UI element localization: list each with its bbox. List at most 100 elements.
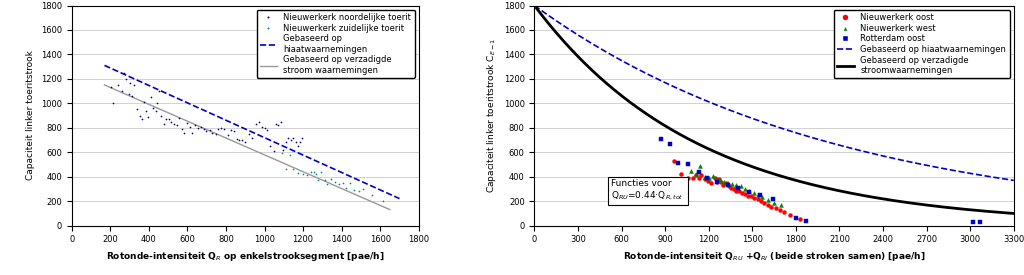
Point — [745, 196, 762, 200]
Point — [331, 182, 347, 186]
Point — [202, 128, 218, 132]
Point — [273, 151, 290, 156]
Point — [231, 138, 248, 142]
Point — [685, 176, 701, 180]
X-axis label: Rotonde-intensiteit Q$_{RU}$ +Q$_{RI}$ (beide stroken samen) [pae/h]: Rotonde-intensiteit Q$_{RU}$ +Q$_{RI}$ (… — [623, 250, 926, 263]
Point — [702, 180, 719, 185]
Point — [187, 123, 204, 128]
Point — [687, 172, 703, 176]
Point — [319, 182, 336, 186]
Point — [317, 178, 334, 183]
Point — [728, 183, 744, 187]
Point — [142, 95, 159, 99]
Point — [288, 140, 304, 145]
Point — [693, 173, 710, 178]
Point — [787, 216, 804, 220]
Point — [196, 127, 212, 131]
Point — [707, 176, 723, 181]
Point — [718, 180, 734, 185]
Point — [204, 130, 220, 135]
Point — [278, 167, 294, 172]
Point — [666, 158, 682, 163]
Point — [225, 129, 242, 134]
Point — [726, 187, 742, 192]
Point — [193, 124, 209, 129]
Point — [680, 162, 696, 167]
Point — [307, 172, 324, 176]
Point — [126, 83, 142, 87]
Legend: Nieuwerkerk noordelijke toerit, Nieuwerkerk zuidelijke toerit, Gebaseerd op
hiaa: Nieuwerkerk noordelijke toerit, Nieuwerk… — [257, 10, 415, 78]
Point — [690, 169, 707, 174]
Point — [342, 180, 358, 185]
Point — [220, 133, 237, 137]
Point — [750, 193, 766, 197]
Point — [716, 179, 732, 184]
Point — [737, 187, 754, 191]
Point — [147, 108, 164, 113]
Point — [728, 188, 744, 193]
Point — [268, 122, 285, 126]
Point — [182, 124, 199, 129]
Point — [772, 208, 788, 212]
Point — [700, 176, 717, 180]
Point — [760, 203, 776, 208]
Point — [118, 77, 134, 81]
Point — [234, 138, 251, 142]
Point — [251, 119, 267, 124]
Point — [697, 177, 714, 181]
Point — [313, 169, 330, 174]
Point — [724, 182, 740, 186]
Point — [152, 89, 168, 93]
Point — [116, 70, 132, 75]
Point — [262, 144, 279, 148]
Point — [765, 197, 781, 201]
Point — [154, 113, 170, 118]
Point — [158, 117, 174, 121]
Point — [295, 172, 311, 176]
Point — [737, 192, 754, 197]
Point — [375, 199, 391, 203]
Point — [122, 80, 138, 85]
Point — [248, 122, 264, 126]
Legend: Nieuwerkerk oost, Nieuwerkerk west, Rotterdam oost, Gebaseerd op hiaatwaarneming: Nieuwerkerk oost, Nieuwerkerk west, Rott… — [834, 10, 1010, 78]
Point — [290, 171, 306, 175]
Point — [711, 177, 727, 181]
Point — [237, 140, 253, 145]
Point — [150, 101, 166, 106]
Point — [286, 167, 302, 172]
Point — [346, 188, 362, 192]
Point — [723, 185, 739, 190]
Point — [763, 204, 779, 209]
Point — [175, 130, 191, 135]
Point — [741, 190, 758, 194]
Point — [121, 91, 137, 96]
Point — [742, 193, 759, 198]
Point — [292, 140, 308, 145]
Point — [752, 193, 768, 197]
Point — [972, 220, 988, 225]
Y-axis label: Capaciteit linker toeritstrook C$_{E-1}$: Capaciteit linker toeritstrook C$_{E-1}$ — [485, 38, 498, 193]
Point — [338, 185, 354, 190]
Point — [683, 169, 699, 173]
Point — [294, 135, 310, 140]
Point — [137, 108, 154, 113]
Point — [114, 89, 130, 93]
Point — [766, 201, 782, 205]
Point — [299, 173, 315, 178]
Point — [731, 189, 748, 194]
Point — [124, 94, 140, 98]
Point — [259, 128, 275, 132]
Point — [354, 187, 371, 191]
Point — [712, 177, 728, 182]
Point — [327, 179, 343, 184]
Point — [173, 127, 189, 131]
Point — [687, 173, 703, 178]
Point — [139, 114, 156, 119]
Point — [210, 127, 226, 131]
Point — [282, 152, 298, 157]
Point — [776, 210, 793, 214]
Point — [351, 189, 368, 194]
Point — [721, 184, 737, 189]
Point — [662, 141, 678, 146]
Point — [198, 129, 214, 134]
